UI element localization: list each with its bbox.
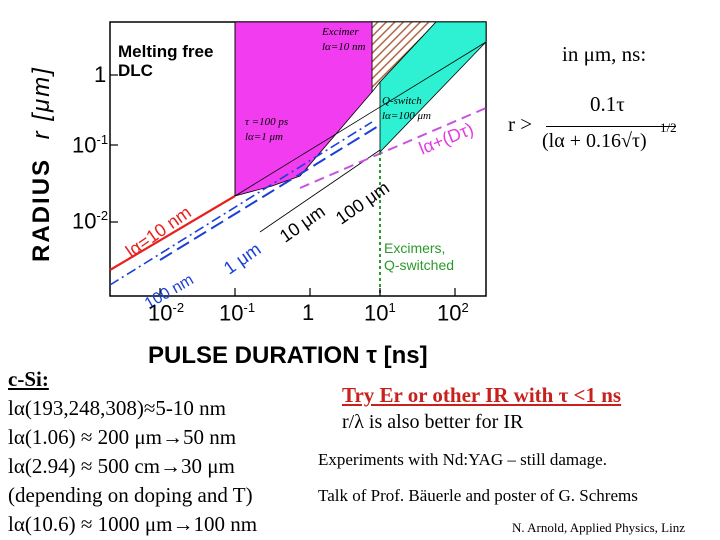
csi-title: c-Si: <box>8 367 49 391</box>
absorption-line-4: (depending on doping and T) <box>8 483 253 507</box>
region-label-qswitch: Q-switch lα=100 μm <box>382 95 431 122</box>
x-tick-4: 102 <box>437 300 469 326</box>
region-label-excimer: Excimer lα=10 nm <box>322 26 366 53</box>
absorption-line-2: lα(1.06) ≈ 200 μm→50 nm <box>8 425 237 449</box>
left-text-block: c-Si: lα(193,248,308)≈5-10 nm lα(1.06) ≈… <box>8 365 257 539</box>
absorption-line-3: lα(2.94) ≈ 500 cm→30 μm <box>8 454 235 478</box>
formula-denominator: (lα + 0.16√τ) <box>542 130 647 152</box>
footer-author: N. Arnold, Applied Physics, Linz <box>512 520 685 535</box>
note-ndyag: Experiments with Nd:YAG – still damage. <box>318 450 607 469</box>
formula-lhs: r > <box>508 112 533 136</box>
formula-numerator: 0.1τ <box>590 92 625 116</box>
y-tick-2: 10-2 <box>72 208 109 234</box>
x-tick-3: 101 <box>364 300 396 326</box>
region-label-excimers-qswitched: Excimers, Q-switched <box>384 240 455 273</box>
black-curve <box>259 149 381 233</box>
red-curve <box>109 195 236 271</box>
formula-exponent: 1/2 <box>660 120 677 135</box>
blue-dashdot-curve <box>109 121 373 286</box>
y-tick-1: 10-1 <box>72 132 109 158</box>
qswitch-region <box>379 21 487 153</box>
pulse-duration-chart <box>109 21 487 297</box>
plot-area: Melting free DLC Excimer lα=10 nm τ =100… <box>28 21 487 369</box>
absorption-line-1: lα(193,248,308)≈5-10 nm <box>8 396 226 420</box>
headline-ir: Try Er or other IR with τ <1 ns <box>342 383 622 407</box>
axis-ticks <box>110 74 456 296</box>
y-axis-label: RADIUS r [μm] <box>28 66 55 262</box>
region-label-melting-free: Melting free DLC <box>118 42 214 80</box>
note-talk: Talk of Prof. Bäuerle and poster of G. S… <box>318 486 638 505</box>
formula-bar <box>546 126 676 127</box>
region-label-ps: τ =100 ps lα=1 μm <box>245 116 289 143</box>
x-axis-label: PULSE DURATION τ [ns] <box>148 342 428 369</box>
x-tick-2: 1 <box>302 300 315 325</box>
blue-dash-curve <box>159 124 381 261</box>
units-note: in μm, ns: <box>562 42 647 66</box>
x-tick-0: 10-2 <box>148 300 185 326</box>
x-tick-1: 10-1 <box>219 300 256 326</box>
purple-dash-curve <box>299 107 487 189</box>
y-tick-0: 1 <box>94 62 107 87</box>
absorption-line-5: lα(10.6) ≈ 1000 μm→100 nm <box>8 512 258 536</box>
note-ir-better: r/λ is also better for IR <box>342 411 524 433</box>
